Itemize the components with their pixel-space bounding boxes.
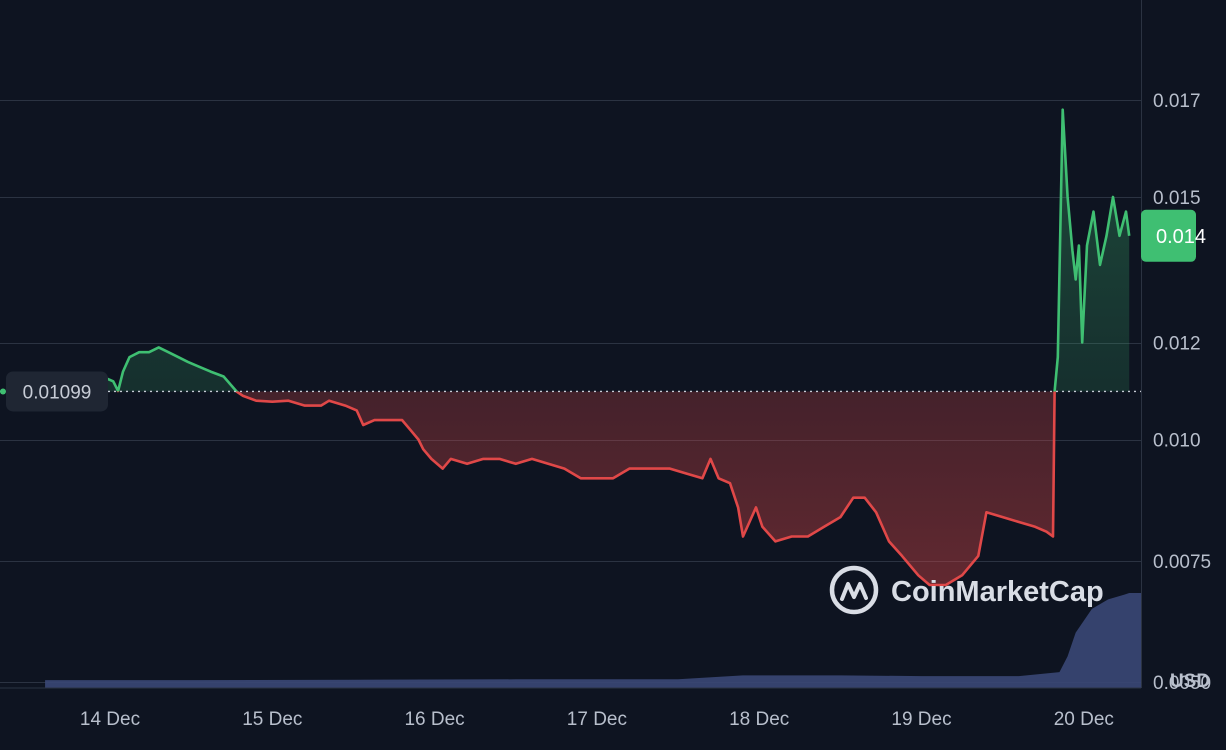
x-tick-label: 20 Dec bbox=[1054, 709, 1114, 730]
x-tick-label: 18 Dec bbox=[729, 709, 789, 730]
x-tick-label: 16 Dec bbox=[404, 709, 464, 730]
price-area-up bbox=[45, 109, 1130, 392]
price-area-down bbox=[45, 391, 1130, 585]
reference-badge: 0.01099 bbox=[6, 371, 108, 412]
x-tick-label: 14 Dec bbox=[80, 709, 140, 730]
watermark-text: CoinMarketCap bbox=[891, 576, 1104, 608]
volume-area bbox=[45, 593, 1142, 688]
currency-label: USD bbox=[1170, 671, 1210, 692]
y-tick-label: 0.0050 bbox=[1153, 673, 1211, 694]
x-tick-label: 15 Dec bbox=[242, 709, 302, 730]
reference-value: 0.01099 bbox=[23, 382, 92, 403]
reference-start-dot bbox=[0, 388, 6, 395]
y-tick-label: 0.012 bbox=[1153, 334, 1201, 355]
x-tick-label: 17 Dec bbox=[567, 709, 627, 730]
coinmarketcap-watermark: CoinMarketCap bbox=[829, 565, 1104, 615]
current-price-value: 0.014 bbox=[1156, 226, 1206, 248]
y-tick-label: 0.010 bbox=[1153, 431, 1201, 452]
y-axis: 0.017 0.015 0.012 0.010 0.0075 0.0050 bbox=[1153, 91, 1211, 694]
y-tick-label: 0.0075 bbox=[1153, 552, 1211, 573]
reference-line bbox=[0, 388, 1141, 395]
coinmarketcap-logo-icon bbox=[829, 565, 879, 615]
y-tick-label: 0.015 bbox=[1153, 188, 1201, 209]
price-line-up bbox=[44, 108, 1131, 392]
current-price-badge: 0.014 bbox=[1141, 209, 1206, 262]
price-line bbox=[44, 108, 1131, 587]
x-axis: 14 Dec 15 Dec 16 Dec 17 Dec 18 Dec 19 Dec 20 D… bbox=[80, 709, 1114, 730]
price-line-down bbox=[45, 391, 1056, 587]
y-tick-label: 0.017 bbox=[1153, 91, 1201, 112]
price-area bbox=[45, 109, 1130, 585]
x-tick-label: 19 Dec bbox=[891, 709, 951, 730]
volume-bars bbox=[45, 593, 1142, 688]
